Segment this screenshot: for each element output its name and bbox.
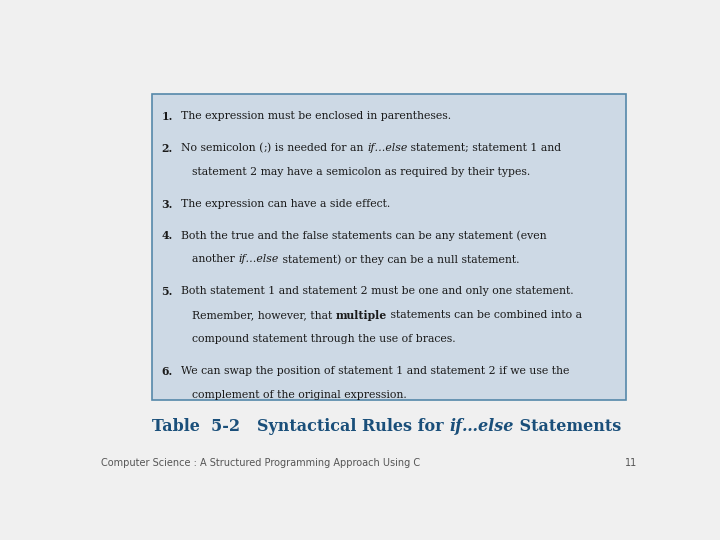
Text: Computer Science : A Structured Programming Approach Using C: Computer Science : A Structured Programm… bbox=[101, 458, 420, 468]
Text: 6.: 6. bbox=[161, 366, 173, 377]
Text: 2.: 2. bbox=[161, 143, 173, 154]
Text: 4.: 4. bbox=[161, 230, 173, 241]
Text: ) is needed for an: ) is needed for an bbox=[267, 143, 367, 153]
Text: if…else: if…else bbox=[238, 254, 279, 265]
Text: Table  5-2   Syntactical Rules for: Table 5-2 Syntactical Rules for bbox=[153, 418, 450, 435]
Text: statement) or they can be a null statement.: statement) or they can be a null stateme… bbox=[279, 254, 519, 265]
Text: Both statement 1 and statement 2 must be one and only one statement.: Both statement 1 and statement 2 must be… bbox=[181, 286, 574, 296]
Text: statement; statement 1 and: statement; statement 1 and bbox=[408, 143, 562, 153]
Text: The expression can have a side effect.: The expression can have a side effect. bbox=[181, 199, 390, 208]
Text: Remember, however, that: Remember, however, that bbox=[192, 310, 336, 320]
Text: Both the true and the false statements can be any statement (even: Both the true and the false statements c… bbox=[181, 230, 546, 241]
Text: No semicolon (: No semicolon ( bbox=[181, 143, 264, 153]
Text: 1.: 1. bbox=[161, 111, 173, 123]
Text: another: another bbox=[192, 254, 238, 265]
Text: 3.: 3. bbox=[161, 199, 173, 210]
Text: compound statement through the use of braces.: compound statement through the use of br… bbox=[192, 334, 456, 344]
FancyBboxPatch shape bbox=[153, 94, 626, 400]
Text: if…else: if…else bbox=[367, 143, 408, 153]
Text: The expression must be enclosed in parentheses.: The expression must be enclosed in paren… bbox=[181, 111, 451, 122]
Text: We can swap the position of statement 1 and statement 2 if we use the: We can swap the position of statement 1 … bbox=[181, 366, 570, 376]
Text: Statements: Statements bbox=[514, 418, 621, 435]
Text: 11: 11 bbox=[624, 458, 637, 468]
Text: 5.: 5. bbox=[161, 286, 173, 297]
Text: ;: ; bbox=[264, 143, 267, 153]
Text: multiple: multiple bbox=[336, 310, 387, 321]
Text: statements can be combined into a: statements can be combined into a bbox=[387, 310, 582, 320]
Text: complement of the original expression.: complement of the original expression. bbox=[192, 390, 407, 400]
Text: if…else: if…else bbox=[450, 418, 514, 435]
Text: statement 2 may have a semicolon as required by their types.: statement 2 may have a semicolon as requ… bbox=[192, 167, 531, 177]
